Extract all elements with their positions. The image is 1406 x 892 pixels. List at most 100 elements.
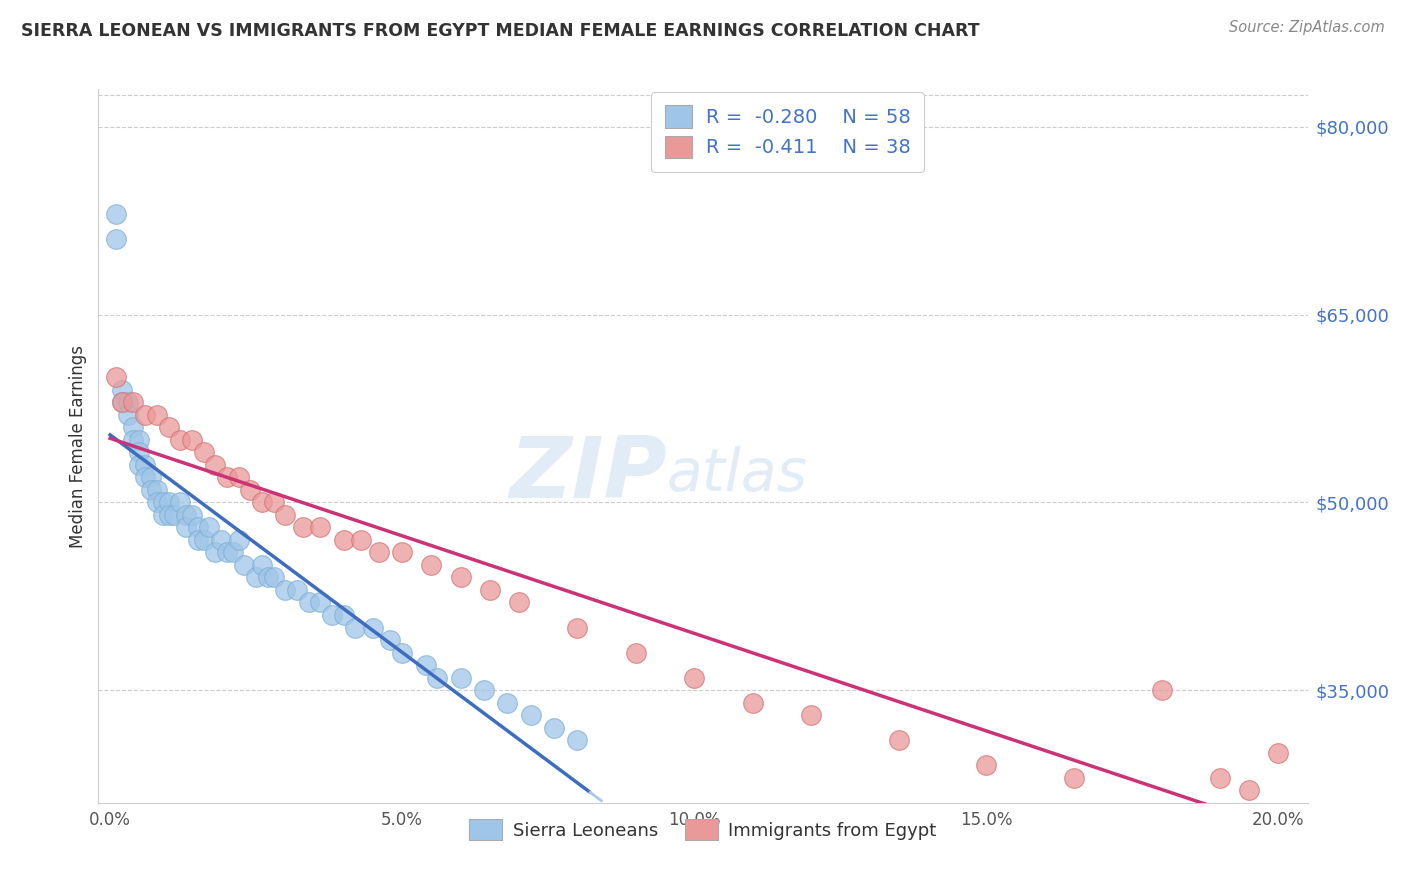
Point xyxy=(285,582,308,597)
Point xyxy=(1209,771,1232,785)
Point xyxy=(683,671,706,685)
Point xyxy=(741,696,763,710)
Point xyxy=(391,545,413,559)
Point xyxy=(146,495,169,509)
Point xyxy=(193,533,215,547)
Point xyxy=(332,533,354,547)
Point xyxy=(187,533,209,547)
Point xyxy=(111,383,134,397)
Point xyxy=(391,646,413,660)
Point xyxy=(139,470,162,484)
Point xyxy=(1063,771,1085,785)
Point xyxy=(204,545,226,559)
Point xyxy=(478,582,501,597)
Point xyxy=(157,420,180,434)
Point xyxy=(169,433,191,447)
Point xyxy=(567,733,589,747)
Point xyxy=(472,683,495,698)
Point xyxy=(974,758,997,772)
Point xyxy=(519,708,541,723)
Point xyxy=(887,733,910,747)
Point xyxy=(263,570,285,584)
Point xyxy=(215,545,238,559)
Point xyxy=(309,595,332,609)
Point xyxy=(111,395,134,409)
Point xyxy=(1150,683,1173,698)
Point xyxy=(274,582,297,597)
Point xyxy=(350,533,373,547)
Point xyxy=(157,495,180,509)
Point xyxy=(174,508,197,522)
Point xyxy=(1267,746,1289,760)
Point xyxy=(122,433,145,447)
Point xyxy=(800,708,823,723)
Point xyxy=(367,545,389,559)
Y-axis label: Median Female Earnings: Median Female Earnings xyxy=(69,344,87,548)
Point xyxy=(104,207,127,221)
Point xyxy=(174,520,197,534)
Point xyxy=(169,495,191,509)
Point xyxy=(193,445,215,459)
Point xyxy=(146,483,169,497)
Point xyxy=(204,458,226,472)
Point xyxy=(157,508,180,522)
Point xyxy=(134,458,156,472)
Point xyxy=(104,370,127,384)
Point xyxy=(567,621,589,635)
Point xyxy=(450,671,472,685)
Point xyxy=(380,633,402,648)
Point xyxy=(134,470,156,484)
Point xyxy=(152,495,174,509)
Point xyxy=(496,696,519,710)
Point xyxy=(117,395,139,409)
Point xyxy=(332,607,354,622)
Point xyxy=(122,395,145,409)
Point xyxy=(239,483,262,497)
Point xyxy=(134,408,156,422)
Point xyxy=(1237,783,1260,797)
Point xyxy=(104,232,127,246)
Point xyxy=(215,470,238,484)
Point xyxy=(361,621,384,635)
Text: atlas: atlas xyxy=(666,446,807,503)
Point xyxy=(291,520,314,534)
Point xyxy=(233,558,256,572)
Point xyxy=(543,721,565,735)
Point xyxy=(415,658,437,673)
Point xyxy=(256,570,278,584)
Point xyxy=(624,646,647,660)
Point xyxy=(426,671,449,685)
Point xyxy=(420,558,443,572)
Point xyxy=(139,483,162,497)
Point xyxy=(263,495,285,509)
Point xyxy=(450,570,472,584)
Point xyxy=(198,520,221,534)
Point xyxy=(228,470,250,484)
Text: Source: ZipAtlas.com: Source: ZipAtlas.com xyxy=(1229,20,1385,35)
Point xyxy=(180,508,202,522)
Point xyxy=(298,595,321,609)
Point xyxy=(117,408,139,422)
Point xyxy=(122,420,145,434)
Point xyxy=(146,408,169,422)
Point xyxy=(228,533,250,547)
Point xyxy=(128,458,150,472)
Point xyxy=(222,545,245,559)
Point xyxy=(209,533,232,547)
Point xyxy=(250,495,273,509)
Point xyxy=(274,508,297,522)
Point xyxy=(180,433,202,447)
Point xyxy=(152,508,174,522)
Point xyxy=(245,570,267,584)
Legend: Sierra Leoneans, Immigrants from Egypt: Sierra Leoneans, Immigrants from Egypt xyxy=(463,812,943,847)
Point xyxy=(163,508,186,522)
Point xyxy=(508,595,530,609)
Point xyxy=(128,433,150,447)
Point xyxy=(111,395,134,409)
Text: SIERRA LEONEAN VS IMMIGRANTS FROM EGYPT MEDIAN FEMALE EARNINGS CORRELATION CHART: SIERRA LEONEAN VS IMMIGRANTS FROM EGYPT … xyxy=(21,22,980,40)
Text: ZIP: ZIP xyxy=(509,433,666,516)
Point xyxy=(128,445,150,459)
Point xyxy=(187,520,209,534)
Point xyxy=(250,558,273,572)
Point xyxy=(309,520,332,534)
